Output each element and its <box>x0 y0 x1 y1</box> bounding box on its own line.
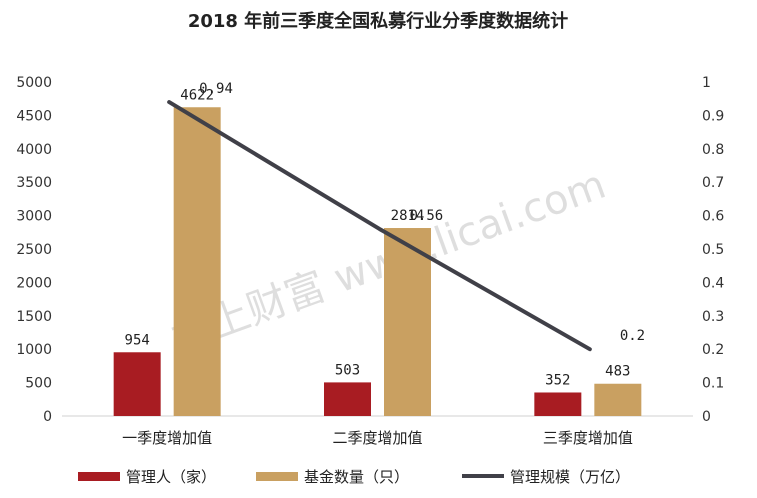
bar-value-label: 503 <box>335 362 360 378</box>
legend-swatch <box>78 472 120 481</box>
line-value-label: 0.56 <box>410 208 444 224</box>
y-right-tick-label: 0.1 <box>702 376 724 392</box>
y-right-tick-label: 0.6 <box>702 209 724 225</box>
y-left-tick-label: 500 <box>25 376 52 392</box>
bar <box>534 392 582 416</box>
legend-label: 管理人（家） <box>126 468 216 486</box>
y-left-tick-label: 4500 <box>16 108 52 124</box>
legend-label: 管理规模（万亿） <box>510 468 630 486</box>
axes-layer: 0 500 1000 1500 2000 2500 3000 3500 4000 4500 5000… <box>16 75 724 447</box>
bar <box>173 107 221 416</box>
category-label: 三季度增加值 <box>543 429 633 447</box>
bar-value-label: 4622 <box>180 87 214 103</box>
legend: 管理人（家） 基金数量（只） 管理规模（万亿） <box>78 468 630 486</box>
y-right-tick-label: 0.7 <box>702 175 724 191</box>
y-right-tick-label: 0.2 <box>702 342 724 358</box>
y-right-tick-label: 0 <box>702 409 711 425</box>
bar <box>384 228 431 416</box>
bar <box>324 382 371 416</box>
line-value-label: 0.2 <box>620 328 645 344</box>
category-label: 二季度增加值 <box>332 429 422 447</box>
y-left-tick-label: 1000 <box>16 342 52 358</box>
category-label: 一季度增加值 <box>122 429 212 447</box>
y-right-tick-label: 0.9 <box>702 108 724 124</box>
y-left-tick-label: 5000 <box>16 75 52 91</box>
bar <box>594 383 642 416</box>
y-right-tick-label: 1 <box>702 75 711 91</box>
bars-layer: 954 4622 503 2814 352 483 <box>113 87 642 416</box>
bar-value-label: 2814 <box>391 208 425 224</box>
chart-title: 2018 年前三季度全国私募行业分季度数据统计 <box>188 10 568 32</box>
y-right-tick-label: 0.5 <box>702 242 724 258</box>
bar-value-label: 352 <box>545 372 570 388</box>
bar <box>113 352 161 416</box>
y-left-tick-label: 3000 <box>16 209 52 225</box>
y-right-tick-label: 0.4 <box>702 275 724 291</box>
legend-swatch <box>256 472 298 481</box>
y-left-tick-label: 1500 <box>16 309 52 325</box>
y-left-tick-label: 0 <box>43 409 52 425</box>
y-left-tick-label: 2500 <box>16 242 52 258</box>
y-right-tick-label: 0.3 <box>702 309 724 325</box>
legend-label: 基金数量（只） <box>304 468 409 486</box>
line-series <box>167 100 592 352</box>
line-value-label: 0.94 <box>199 81 233 97</box>
bar-value-label: 483 <box>605 364 630 380</box>
bar-value-label: 954 <box>125 332 150 348</box>
y-left-tick-label: 3500 <box>16 175 52 191</box>
y-right-tick-label: 0.8 <box>702 142 724 158</box>
y-left-tick-label: 4000 <box>16 142 52 158</box>
y-left-tick-label: 2000 <box>16 275 52 291</box>
line-layer: 0.94 0.56 0.2 <box>167 81 645 352</box>
